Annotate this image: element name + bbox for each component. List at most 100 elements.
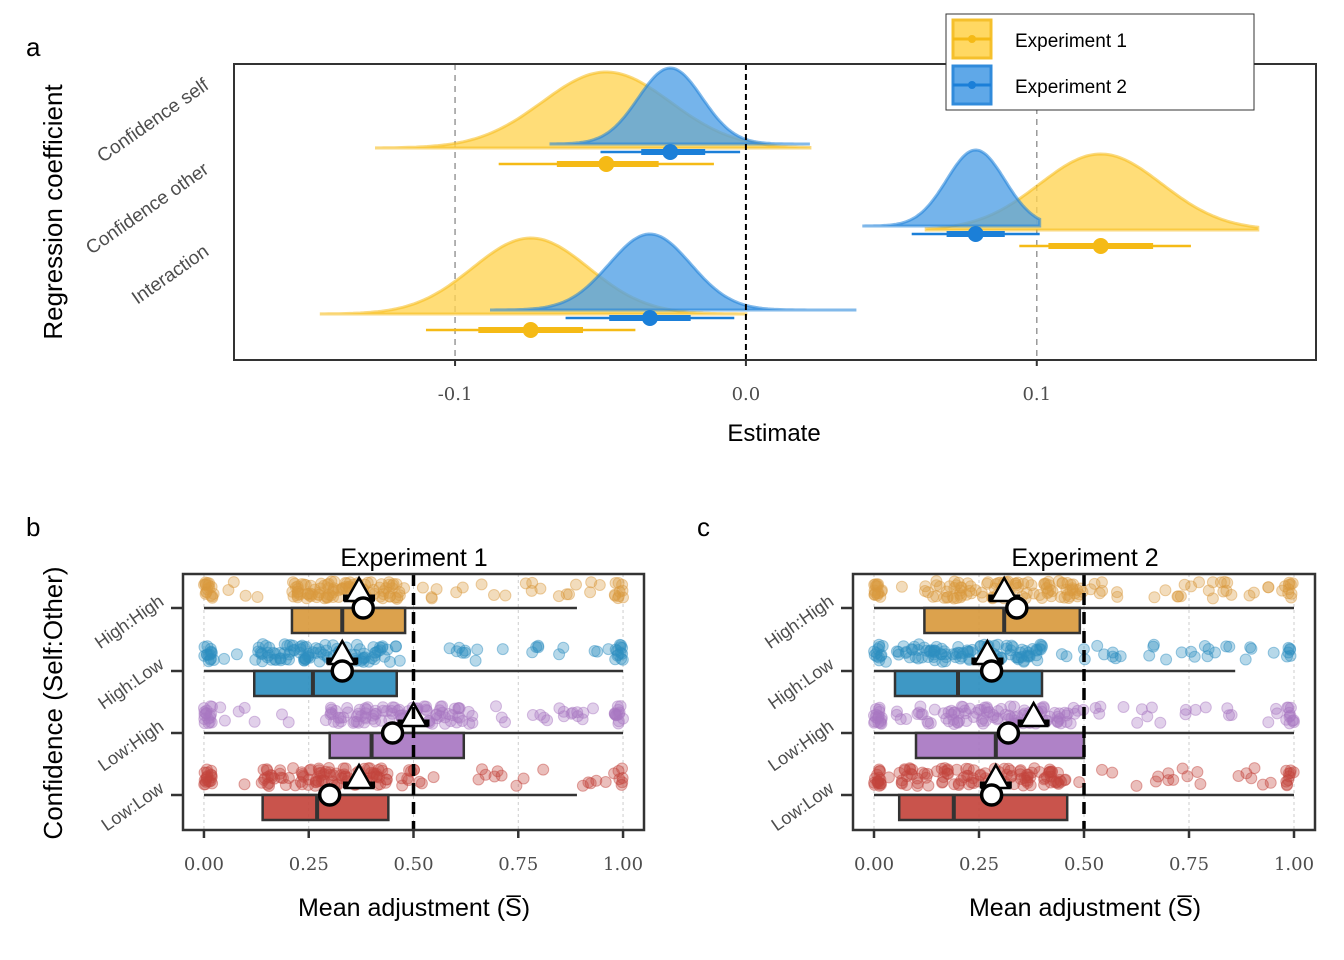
jitter-point <box>249 653 262 666</box>
jitter-point <box>947 713 960 726</box>
jitter-point <box>582 776 595 789</box>
jitter-point <box>1044 776 1057 789</box>
jitter-point <box>941 764 954 777</box>
jitter-point <box>315 577 328 590</box>
jitter-point <box>1038 578 1051 591</box>
legend-key-exp1 <box>951 18 993 60</box>
jitter-point <box>265 771 278 784</box>
jitter-point <box>263 780 275 792</box>
jitter-point <box>875 717 888 730</box>
x-tick-label-2: 0.50 <box>393 854 433 875</box>
jitter-point <box>387 578 400 590</box>
jitter-point <box>532 639 545 652</box>
jitter-point <box>251 591 264 603</box>
jitter-point <box>313 764 326 777</box>
jitter-point <box>920 644 933 657</box>
jitter-point <box>1053 712 1066 725</box>
jitter-point <box>936 655 949 668</box>
jitter-point <box>1283 717 1296 730</box>
jitter-point <box>1114 650 1127 663</box>
jitter-point <box>919 585 931 597</box>
jitter-point <box>953 587 966 600</box>
jitter-point <box>269 647 281 660</box>
jitter-point <box>479 768 492 781</box>
legend-label-exp1: Experiment 1 <box>1015 31 1127 52</box>
jitter-point <box>206 700 218 713</box>
jitter-point <box>198 713 211 725</box>
jitter-point <box>964 645 977 658</box>
jitter-point <box>922 779 935 792</box>
jitter-point <box>450 586 463 599</box>
jitter-point <box>904 763 917 776</box>
jitter-point <box>1064 584 1077 597</box>
jitter-point <box>588 645 601 657</box>
jitter-point <box>519 577 532 590</box>
jitter-point <box>553 648 566 661</box>
jitter-point <box>1283 770 1296 783</box>
jitter-point <box>389 591 402 604</box>
jitter-point <box>207 654 220 666</box>
jitter-point <box>420 704 433 717</box>
jitter-point <box>875 713 888 726</box>
jitter-point <box>1284 649 1297 662</box>
jitter-point <box>258 772 271 785</box>
jitter-point <box>870 580 883 592</box>
box-0 <box>290 606 407 635</box>
jitter-point <box>300 592 313 605</box>
jitter-point <box>339 762 352 775</box>
jitter-point <box>957 701 969 713</box>
jitter-point <box>1038 772 1051 785</box>
jitter-point <box>975 586 988 599</box>
jitter-point <box>1089 702 1102 714</box>
jitter-point <box>376 640 389 653</box>
jitter-point <box>611 700 624 713</box>
jitter-point <box>1285 591 1298 604</box>
density-2-0 <box>549 66 810 146</box>
jitter-point <box>205 769 218 782</box>
jitter-point <box>868 776 881 789</box>
jitter-point <box>1206 576 1219 589</box>
jitter-point <box>933 580 946 593</box>
jitter-point <box>1020 587 1033 599</box>
jitter-point <box>376 592 389 605</box>
jitter-point <box>1053 707 1066 720</box>
jitter-point <box>895 776 908 789</box>
jitter-point <box>269 654 282 666</box>
jitter-point <box>1178 578 1191 591</box>
jitter-point <box>471 643 484 656</box>
jitter-point <box>427 771 440 784</box>
point-estimate-1-0 <box>598 156 615 172</box>
jitter-point <box>1239 653 1252 666</box>
jitter-point <box>488 770 501 783</box>
jitter-point <box>263 641 276 654</box>
jitter-point <box>324 701 337 714</box>
jitter-point <box>938 765 951 778</box>
jitter-point <box>869 586 882 599</box>
jitter-point <box>893 766 906 779</box>
jitter-point <box>882 771 895 784</box>
jitter-point <box>537 763 550 776</box>
jitter-point <box>274 652 287 665</box>
jitter-point <box>1147 638 1160 651</box>
jitter-point <box>323 768 336 781</box>
jitter-point <box>1285 587 1298 600</box>
jitter-point <box>975 715 988 728</box>
jitter-point <box>389 640 402 653</box>
jitter-point <box>978 701 991 714</box>
jitter-point <box>1038 773 1051 786</box>
jitter-point <box>1030 644 1043 657</box>
jitter-point <box>1028 762 1041 775</box>
jitter-point <box>939 648 952 661</box>
jitter-point <box>616 647 629 660</box>
jitter-point <box>288 577 301 590</box>
jitter-point <box>617 712 629 725</box>
jitter-point <box>972 703 985 716</box>
jitter-point <box>1017 654 1030 667</box>
jitter-point <box>1056 576 1069 589</box>
jitter-point <box>1270 702 1282 715</box>
jitter-point <box>868 778 881 791</box>
jitter-point <box>875 649 888 661</box>
jitter-point <box>616 578 629 591</box>
jitter-point <box>469 654 482 667</box>
jitter-point <box>358 716 371 729</box>
